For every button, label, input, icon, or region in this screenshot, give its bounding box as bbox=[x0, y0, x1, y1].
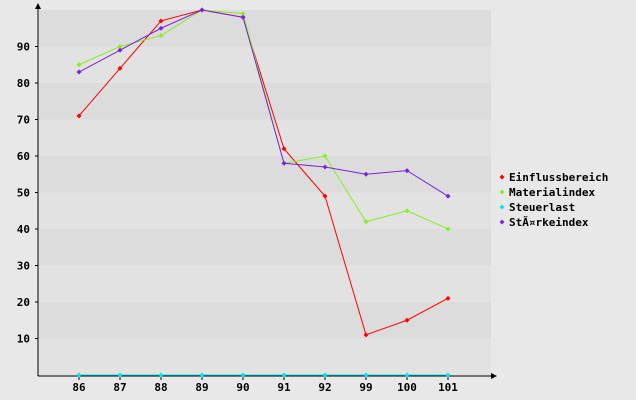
series-line bbox=[78, 9, 449, 197]
data-point bbox=[76, 372, 82, 378]
x-tick-label: 91 bbox=[277, 381, 291, 394]
legend-label: Steuerlast bbox=[509, 201, 575, 214]
y-tick-label: 40 bbox=[17, 223, 30, 236]
data-point bbox=[240, 14, 246, 20]
data-point bbox=[117, 47, 123, 53]
data-point bbox=[158, 18, 164, 24]
data-point bbox=[404, 208, 410, 214]
grid-band bbox=[39, 229, 491, 266]
legend: Einflussbereich Materialindex Steuerlast St… bbox=[499, 171, 608, 229]
legend-marker bbox=[499, 174, 505, 180]
data-point bbox=[445, 193, 451, 199]
data-point bbox=[281, 146, 287, 152]
y-tick-label: 30 bbox=[17, 260, 30, 273]
x-tick-label: 90 bbox=[236, 381, 249, 394]
series-st-rkeindex bbox=[76, 7, 451, 199]
data-point bbox=[117, 44, 123, 49]
data-point bbox=[281, 372, 287, 378]
data-point bbox=[240, 11, 246, 17]
data-point bbox=[117, 372, 123, 378]
data-point bbox=[445, 372, 451, 378]
legend-marker bbox=[499, 219, 505, 225]
data-point bbox=[158, 25, 164, 31]
data-point bbox=[363, 332, 369, 338]
data-point bbox=[76, 69, 82, 75]
y-tick-label: 60 bbox=[17, 150, 30, 163]
data-point bbox=[322, 372, 328, 378]
legend-label: Materialindex bbox=[509, 186, 595, 199]
data-point bbox=[404, 317, 410, 323]
data-point bbox=[363, 372, 369, 378]
data-point bbox=[363, 219, 369, 225]
grid-band bbox=[39, 46, 491, 83]
grid-band bbox=[39, 265, 491, 302]
data-point bbox=[158, 33, 164, 39]
series-steuerlast bbox=[76, 372, 451, 378]
grid-band bbox=[39, 156, 491, 193]
data-point bbox=[76, 113, 82, 119]
x-tick-label: 87 bbox=[113, 381, 126, 394]
data-point bbox=[445, 226, 451, 232]
grid-band bbox=[39, 302, 491, 339]
x-axis-ticks: 86 87 88 89 90 91 92 99 100 101 bbox=[72, 376, 458, 394]
grid-band bbox=[39, 338, 491, 375]
data-point bbox=[404, 168, 410, 174]
data-point bbox=[363, 171, 369, 177]
y-tick-label: 50 bbox=[17, 187, 30, 200]
legend-label: Einflussbereich bbox=[509, 171, 608, 184]
x-tick-label: 86 bbox=[72, 381, 86, 394]
grid-band bbox=[39, 10, 491, 47]
data-point bbox=[76, 62, 82, 68]
x-tick-label: 89 bbox=[195, 381, 208, 394]
data-point bbox=[322, 193, 328, 199]
grid-band bbox=[39, 119, 491, 156]
x-tick-label: 88 bbox=[154, 381, 167, 394]
axes bbox=[35, 3, 497, 379]
data-point bbox=[240, 372, 246, 378]
data-point bbox=[322, 164, 328, 170]
grid-bands bbox=[39, 10, 491, 375]
y-axis-arrow bbox=[35, 3, 41, 9]
legend-marker bbox=[499, 204, 505, 210]
y-tick-label: 70 bbox=[17, 114, 30, 127]
data-point bbox=[281, 160, 287, 166]
legend-label: StÃ¤rkeindex bbox=[509, 216, 589, 229]
y-tick-label: 10 bbox=[17, 333, 30, 346]
x-tick-label: 99 bbox=[359, 381, 372, 394]
data-point bbox=[199, 7, 205, 13]
data-point bbox=[199, 372, 205, 378]
y-tick-label: 20 bbox=[17, 296, 30, 309]
series-line bbox=[78, 9, 449, 336]
x-tick-label: 101 bbox=[438, 381, 458, 394]
data-point bbox=[404, 372, 410, 378]
y-tick-label: 90 bbox=[17, 41, 30, 54]
y-axis-ticks: 10 20 30 40 50 60 70 80 90 bbox=[17, 41, 38, 346]
series-group bbox=[76, 7, 451, 378]
x-tick-label: 92 bbox=[318, 381, 331, 394]
data-point bbox=[322, 153, 328, 159]
grid-band bbox=[39, 192, 491, 229]
data-point bbox=[445, 295, 451, 301]
data-point bbox=[158, 372, 164, 378]
x-tick-label: 100 bbox=[397, 381, 417, 394]
legend-marker bbox=[499, 189, 505, 195]
data-point bbox=[117, 65, 123, 71]
x-axis-arrow bbox=[491, 373, 497, 379]
y-tick-label: 80 bbox=[17, 77, 30, 90]
